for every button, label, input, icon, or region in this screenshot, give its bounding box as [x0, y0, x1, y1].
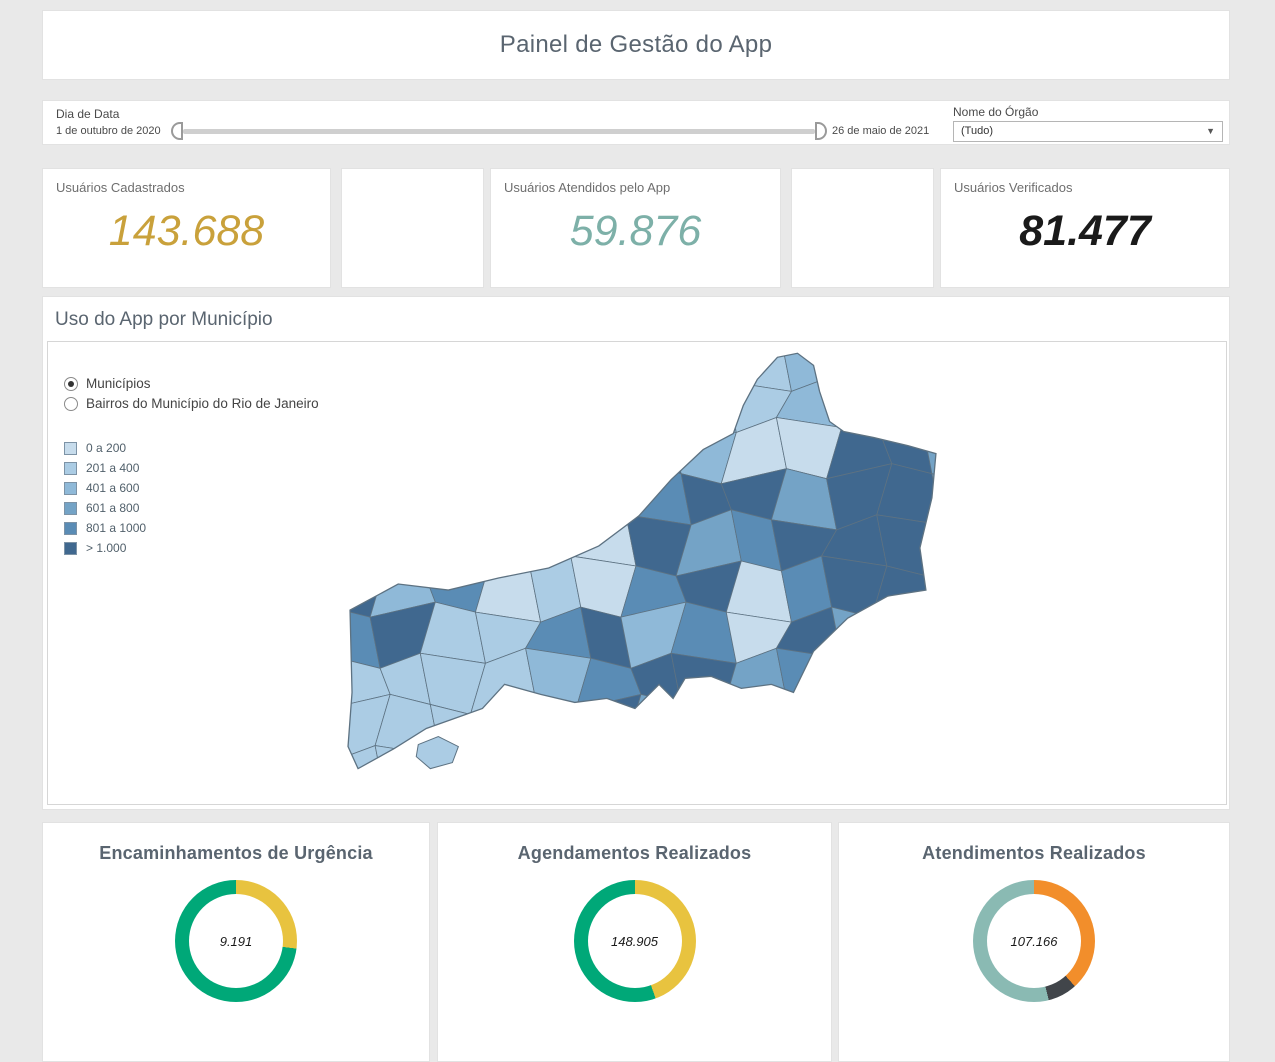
date-slider-handle-right[interactable] — [815, 122, 827, 140]
legend-swatch — [64, 481, 77, 495]
kpi-card-usuarios-atendidos: Usuários Atendidos pelo App 59.876 — [490, 168, 781, 288]
kpi-label: Usuários Cadastrados — [56, 180, 185, 195]
donut-center-value: 148.905 — [611, 933, 658, 949]
legend-swatch — [64, 441, 77, 455]
radio-bairros-rio[interactable]: Bairros do Município do Rio de Janeiro — [64, 396, 319, 411]
date-filter-label: Dia de Data — [56, 107, 120, 121]
organ-filter-label: Nome do Órgão — [953, 105, 1039, 119]
radio-selected-icon[interactable] — [64, 376, 78, 391]
legend-label: 801 a 1000 — [86, 521, 147, 535]
legend-swatch — [64, 521, 77, 535]
legend-label: 201 a 400 — [86, 461, 140, 475]
legend-item[interactable]: 801 a 1000 — [64, 518, 146, 538]
dashboard: Painel de Gestão do App Dia de Data 1 de… — [42, 10, 1230, 1062]
kpi-card-usuarios-cadastrados: Usuários Cadastrados 143.688 — [42, 168, 331, 288]
kpi-value: 143.688 — [108, 207, 265, 255]
organ-dropdown[interactable]: (Tudo) ▼ — [953, 121, 1223, 142]
island-region[interactable] — [415, 735, 460, 770]
page-title: Painel de Gestão do App — [499, 31, 773, 58]
donut-hole: 9.191 — [189, 894, 283, 988]
legend-label: 601 a 800 — [86, 501, 140, 515]
legend-label: 0 a 200 — [86, 441, 127, 455]
map-panel: Municípios Bairros do Município do Rio d… — [47, 341, 1227, 805]
kpi-card-empty-1 — [341, 168, 484, 288]
municipality-cells[interactable] — [340, 347, 952, 799]
legend-swatch — [64, 461, 77, 475]
date-slider-handle-left[interactable] — [171, 122, 183, 140]
date-range-start: 1 de outubro de 2020 — [56, 125, 161, 137]
kpi-value: 81.477 — [1019, 207, 1151, 255]
map-section-card: Uso do App por Município Municípios Bair… — [42, 296, 1230, 810]
header-card: Painel de Gestão do App — [42, 10, 1230, 80]
radio-label: Municípios — [86, 376, 151, 391]
legend-label: > 1.000 — [86, 541, 127, 555]
kpi-card-empty-2 — [791, 168, 934, 288]
donut-title: Atendimentos Realizados — [922, 843, 1146, 863]
kpi-label: Usuários Verificados — [954, 180, 1073, 195]
state-outline — [347, 352, 937, 770]
donut-title: Agendamentos Realizados — [517, 843, 752, 863]
chevron-down-icon: ▼ — [1206, 126, 1215, 136]
donut-card-encaminhamentos: Encaminhamentos de Urgência 9.191 — [42, 822, 430, 1062]
date-range-end: 26 de maio de 2021 — [832, 125, 930, 137]
donut-hole: 107.166 — [987, 894, 1081, 988]
legend-item[interactable]: 401 a 600 — [64, 478, 146, 498]
donut-hole: 148.905 — [587, 894, 682, 988]
kpi-value: 59.876 — [569, 207, 702, 255]
donut-center-value: 107.166 — [1010, 933, 1058, 949]
choropleth-map-rio-de-janeiro[interactable] — [340, 347, 952, 799]
legend-item[interactable]: > 1.000 — [64, 538, 146, 558]
filter-bar: Dia de Data 1 de outubro de 2020 26 de m… — [42, 100, 1230, 145]
legend-swatch — [64, 501, 77, 515]
organ-dropdown-value: (Tudo) — [961, 125, 993, 137]
donut-card-agendamentos: Agendamentos Realizados 148.905 — [437, 822, 832, 1062]
legend-label: 401 a 600 — [86, 481, 140, 495]
map-level-radio-group: Municípios Bairros do Município do Rio d… — [64, 376, 319, 416]
radio-label: Bairros do Município do Rio de Janeiro — [86, 396, 319, 411]
donut-chart-encaminhamentos[interactable]: 9.191 — [175, 880, 297, 1002]
legend-item[interactable]: 601 a 800 — [64, 498, 146, 518]
donut-center-value: 9.191 — [219, 933, 253, 949]
date-slider-track[interactable] — [183, 129, 815, 134]
radio-unselected-icon[interactable] — [64, 396, 78, 411]
legend-item[interactable]: 0 a 200 — [64, 438, 146, 458]
kpi-label: Usuários Atendidos pelo App — [504, 180, 671, 195]
legend-item[interactable]: 201 a 400 — [64, 458, 146, 478]
donut-chart-atendimentos[interactable]: 107.166 — [973, 880, 1095, 1002]
donut-chart-agendamentos[interactable]: 148.905 — [573, 880, 696, 1002]
kpi-card-usuarios-verificados: Usuários Verificados 81.477 — [940, 168, 1230, 288]
donut-card-atendimentos: Atendimentos Realizados 107.166 — [838, 822, 1230, 1062]
legend-swatch — [64, 541, 77, 555]
map-section-title: Uso do App por Município — [55, 309, 273, 330]
radio-municipios[interactable]: Municípios — [64, 376, 319, 391]
donut-title: Encaminhamentos de Urgência — [99, 843, 373, 863]
map-color-legend: 0 a 200 201 a 400 401 a 600 601 a 800 80… — [64, 438, 146, 558]
